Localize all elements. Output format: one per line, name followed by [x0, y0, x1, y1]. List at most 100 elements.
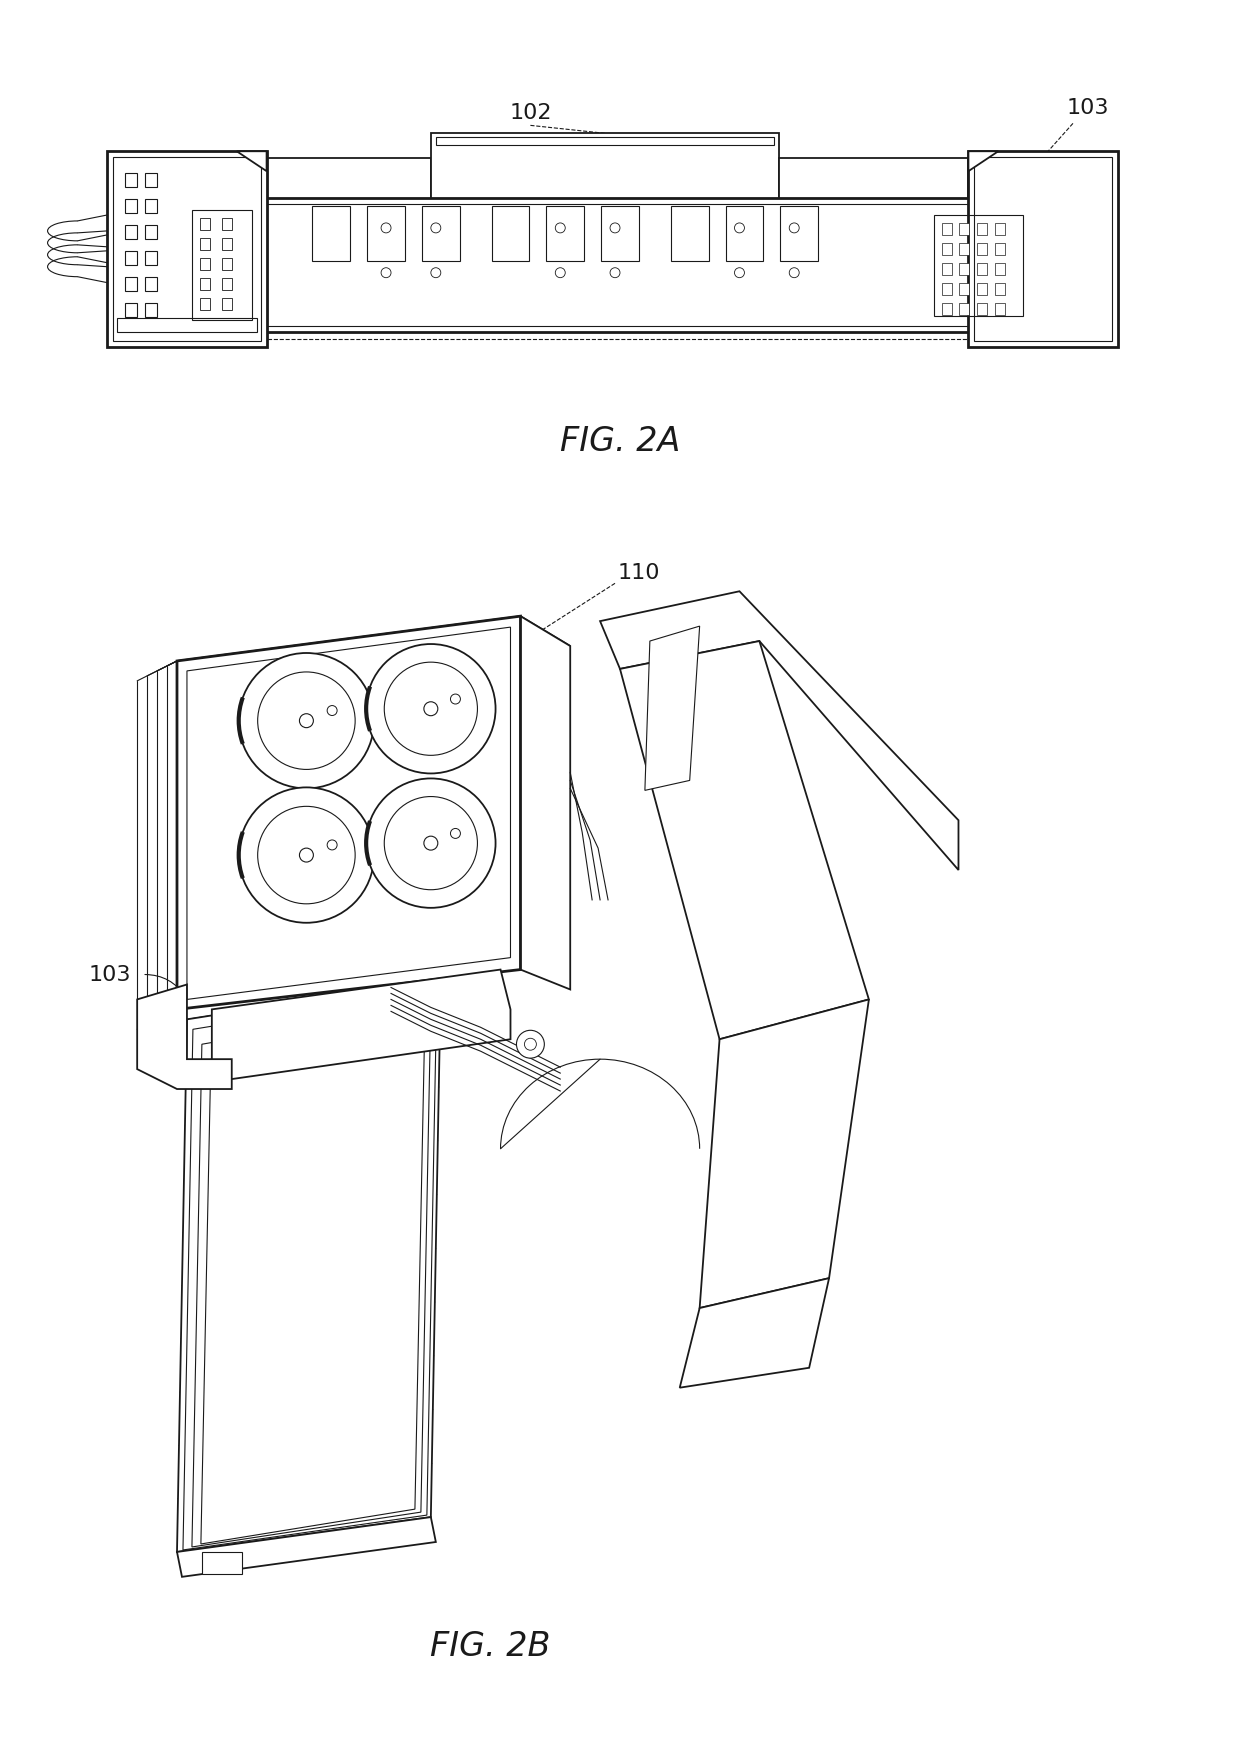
Bar — [671, 206, 708, 260]
Bar — [934, 215, 1023, 316]
Bar — [222, 258, 232, 269]
Polygon shape — [177, 980, 440, 1552]
Circle shape — [258, 807, 355, 904]
Bar — [491, 206, 529, 260]
Bar — [267, 159, 430, 197]
Polygon shape — [600, 592, 959, 870]
Text: 102: 102 — [510, 103, 552, 124]
Bar — [422, 206, 460, 260]
Circle shape — [384, 662, 477, 756]
Bar — [222, 237, 232, 250]
Circle shape — [239, 787, 374, 924]
Bar — [941, 223, 951, 236]
Circle shape — [430, 267, 440, 278]
Polygon shape — [521, 616, 570, 990]
Circle shape — [734, 223, 744, 232]
Bar — [145, 276, 157, 290]
Bar — [960, 262, 970, 274]
Text: 103: 103 — [89, 964, 131, 985]
Polygon shape — [237, 152, 267, 171]
Bar — [145, 199, 157, 213]
Circle shape — [450, 828, 460, 838]
Bar — [200, 218, 210, 230]
Bar — [968, 152, 1117, 347]
Polygon shape — [138, 985, 232, 1090]
Bar — [996, 302, 1006, 314]
Circle shape — [384, 796, 477, 890]
Circle shape — [789, 267, 800, 278]
Bar — [779, 159, 968, 197]
Bar — [941, 283, 951, 295]
Polygon shape — [680, 1278, 830, 1388]
Bar — [435, 138, 774, 145]
Bar — [941, 262, 951, 274]
Circle shape — [517, 1030, 544, 1058]
Circle shape — [424, 836, 438, 850]
Bar — [200, 237, 210, 250]
Polygon shape — [968, 152, 998, 171]
Bar — [125, 173, 138, 187]
Text: FIG. 2B: FIG. 2B — [430, 1631, 551, 1662]
Bar — [725, 206, 764, 260]
Bar — [145, 302, 157, 316]
Bar — [118, 318, 257, 332]
Bar — [145, 225, 157, 239]
Bar — [977, 262, 987, 274]
Bar — [977, 243, 987, 255]
Polygon shape — [177, 616, 521, 1009]
Text: 103: 103 — [1066, 98, 1109, 119]
Circle shape — [610, 223, 620, 232]
Circle shape — [366, 644, 496, 773]
Bar — [996, 243, 1006, 255]
Circle shape — [430, 223, 440, 232]
Bar — [996, 262, 1006, 274]
Circle shape — [299, 849, 314, 863]
Circle shape — [789, 223, 800, 232]
Bar — [222, 278, 232, 290]
Bar — [222, 218, 232, 230]
Bar — [125, 225, 138, 239]
Bar — [960, 283, 970, 295]
Bar — [547, 206, 584, 260]
Bar — [941, 302, 951, 314]
Bar — [145, 251, 157, 265]
Circle shape — [381, 223, 391, 232]
Bar — [177, 197, 1048, 332]
Bar — [192, 210, 252, 321]
Circle shape — [525, 1039, 537, 1049]
Bar — [977, 302, 987, 314]
Bar — [125, 302, 138, 316]
Polygon shape — [699, 999, 869, 1308]
Circle shape — [556, 267, 565, 278]
Polygon shape — [177, 1517, 435, 1577]
Bar — [975, 157, 1112, 342]
Bar — [200, 258, 210, 269]
Bar — [202, 1552, 242, 1573]
Circle shape — [734, 267, 744, 278]
Circle shape — [258, 672, 355, 770]
Bar — [977, 223, 987, 236]
Bar — [125, 199, 138, 213]
Polygon shape — [212, 969, 511, 1079]
Bar — [125, 276, 138, 290]
Bar — [108, 152, 267, 347]
Text: FIG. 2A: FIG. 2A — [559, 426, 681, 459]
Bar — [780, 206, 818, 260]
Bar — [996, 223, 1006, 236]
Polygon shape — [177, 616, 570, 691]
Polygon shape — [620, 641, 869, 1039]
Bar — [200, 278, 210, 290]
Bar — [430, 133, 779, 197]
Bar — [200, 297, 210, 309]
Circle shape — [556, 223, 565, 232]
Bar — [222, 297, 232, 309]
Circle shape — [327, 705, 337, 716]
Bar — [996, 283, 1006, 295]
Bar — [601, 206, 639, 260]
Bar — [941, 243, 951, 255]
Bar — [977, 283, 987, 295]
Bar — [113, 157, 260, 342]
Circle shape — [327, 840, 337, 850]
Polygon shape — [645, 627, 699, 791]
Circle shape — [239, 653, 374, 789]
